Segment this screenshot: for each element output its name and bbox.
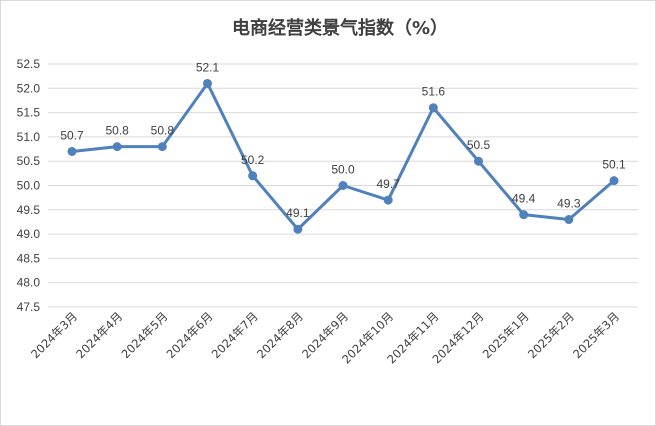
data-label: 49.4 <box>512 192 536 206</box>
data-point <box>293 224 303 234</box>
data-labels: 50.7 50.8 50.8 52.1 50.2 49.1 50.0 49.7 51.6 50.5… <box>60 60 626 220</box>
x-tick-label: 2024年7月 <box>209 309 261 361</box>
data-label: 50.1 <box>602 158 626 172</box>
data-label: 50.2 <box>241 153 265 167</box>
chart-title: 电商经营类景气指数（%） <box>232 17 448 39</box>
data-label: 49.7 <box>376 177 400 191</box>
data-point <box>203 78 212 88</box>
x-tick-label: 2025年1月 <box>480 309 532 361</box>
y-tick-label: 51.0 <box>17 130 41 144</box>
data-label: 49.3 <box>557 197 581 211</box>
data-point <box>157 142 167 152</box>
data-point <box>609 176 619 186</box>
y-tick-label: 49.5 <box>17 203 41 217</box>
data-label: 50.7 <box>60 128 84 142</box>
data-label: 51.6 <box>422 85 446 99</box>
data-point <box>112 142 122 152</box>
x-tick-label: 2025年2月 <box>525 309 577 361</box>
x-tick-label: 2024年4月 <box>73 309 125 361</box>
y-axis-ticks: 47.5 48.0 48.5 49.0 49.5 50.0 50.5 51.0 51.5 52.0… <box>17 57 41 314</box>
series-layer <box>67 78 619 234</box>
data-label: 52.1 <box>196 60 220 74</box>
gridlines <box>48 63 638 308</box>
data-label: 50.8 <box>151 124 175 138</box>
y-tick-label: 47.5 <box>17 300 41 314</box>
data-label: 50.8 <box>105 124 129 138</box>
y-tick-label: 48.0 <box>17 276 41 290</box>
y-tick-label: 52.5 <box>17 57 41 71</box>
data-point <box>474 156 483 166</box>
series-line <box>71 81 615 231</box>
y-tick-label: 50.5 <box>17 154 41 168</box>
data-label: 50.0 <box>331 163 355 177</box>
data-point <box>248 171 258 181</box>
data-point <box>564 215 574 225</box>
data-point <box>383 195 393 205</box>
y-tick-label: 48.5 <box>17 251 41 265</box>
x-tick-label: 2024年6月 <box>164 309 216 361</box>
y-tick-label: 52.0 <box>17 81 41 95</box>
y-tick-label: 51.5 <box>17 106 41 120</box>
y-tick-label: 49.0 <box>17 227 41 241</box>
data-label: 49.1 <box>286 206 310 220</box>
data-point <box>338 181 348 190</box>
x-tick-label: 2024年5月 <box>118 309 170 361</box>
data-point <box>428 103 438 113</box>
x-axis-ticks: 2024年3月2024年4月2024年5月2024年6月2024年7月2024年… <box>28 309 622 366</box>
x-tick-label: 2025年3月 <box>570 309 622 361</box>
data-label: 50.5 <box>467 138 491 152</box>
data-point <box>67 146 77 156</box>
x-tick-label: 2024年3月 <box>28 309 80 361</box>
data-point <box>519 210 529 220</box>
y-tick-label: 50.0 <box>17 179 41 193</box>
x-tick-label: 2024年8月 <box>254 309 306 361</box>
